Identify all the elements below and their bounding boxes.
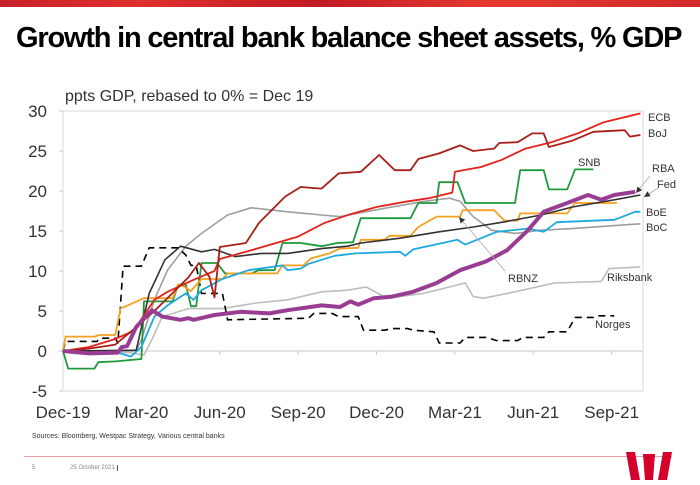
top-banner <box>0 0 700 7</box>
x-tick-label: Dec-19 <box>36 403 91 422</box>
y-tick-label: 15 <box>28 222 47 241</box>
chart-subtitle: ppts GDP, rebased to 0% = Dec 19 <box>65 88 314 105</box>
x-tick-label: Jun-20 <box>194 403 246 422</box>
series-line-norges <box>62 247 615 352</box>
page-number: 5 <box>32 465 36 471</box>
series-label-boj: BoJ <box>648 128 667 140</box>
arrowhead-icon <box>459 217 466 224</box>
footer-divider <box>24 456 672 457</box>
series-label-fed: Fed <box>657 179 676 191</box>
arrowhead-icon <box>636 186 643 193</box>
x-tick-label: Sep-21 <box>584 403 639 422</box>
series-line-fed <box>62 194 641 352</box>
series-label-rba: RBA <box>652 163 675 175</box>
series-label-rbnz: RBNZ <box>508 273 538 285</box>
series-labels: Riksbank BoC Norges SNB RBNZ BoE Fed ECB BoJ RBA <box>458 112 676 331</box>
axes: -5 0 5 10 15 20 25 30 Dec-19 Mar-20 Jun-20 Sep-20 De… <box>28 102 644 422</box>
arrow-rbnz <box>458 216 506 272</box>
y-tick-label: 0 <box>38 342 47 361</box>
y-tick-label: 25 <box>28 142 47 161</box>
x-tick-label: Sep-20 <box>271 403 326 422</box>
series-label-snb: SNB <box>578 157 601 169</box>
plot-frame <box>62 110 644 392</box>
footer-date: 25 October 2021 <box>70 465 118 471</box>
series-label-ecb: ECB <box>648 112 671 124</box>
y-tick-label: 5 <box>38 302 47 321</box>
series-line-boe <box>62 210 641 358</box>
arrowhead-icon <box>644 191 651 197</box>
sources-note: Sources: Bloomberg, Westpac Strategy, Va… <box>32 433 225 440</box>
series-label-boc: BoC <box>646 222 667 234</box>
series-line-rbnz <box>62 202 617 352</box>
series-line-riksbank <box>62 266 641 356</box>
y-tick-label: 10 <box>28 262 47 281</box>
series-lines <box>62 112 641 370</box>
x-tick-label: Jun-21 <box>507 403 559 422</box>
y-tick-label: 20 <box>28 182 47 201</box>
series-line-ecb <box>62 112 641 352</box>
series-line-rba <box>62 189 636 356</box>
x-tick-label: Mar-21 <box>428 403 482 422</box>
series-line-snb <box>62 168 594 370</box>
series-label-norges: Norges <box>595 319 631 331</box>
series-label-boe: BoE <box>646 207 667 219</box>
y-tick-label: 30 <box>28 102 47 121</box>
westpac-logo <box>626 452 672 480</box>
y-tick-label: -5 <box>32 382 47 401</box>
x-tick-label: Mar-20 <box>114 403 168 422</box>
series-label-riksbank: Riksbank <box>607 272 653 284</box>
series-line-boj <box>62 129 641 352</box>
slide-title: Growth in central bank balance sheet ass… <box>16 22 682 54</box>
x-tick-label: Dec-20 <box>349 403 404 422</box>
